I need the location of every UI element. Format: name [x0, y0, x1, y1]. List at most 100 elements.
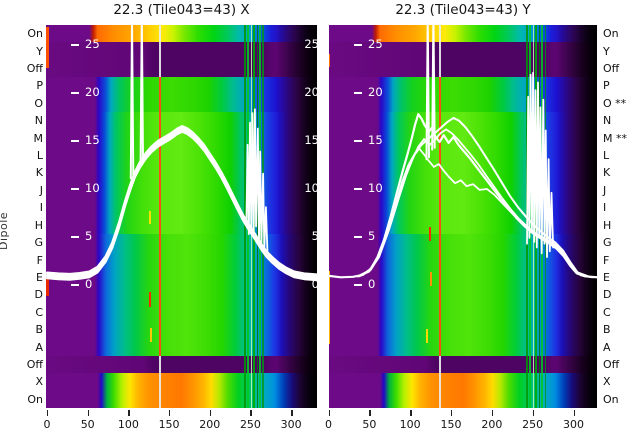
inner-ytick-mark: [354, 91, 362, 94]
dipole-label-left-f: F: [36, 253, 43, 267]
inner-ytick-left: 20: [354, 85, 383, 99]
dipole-label-right-off: Off: [603, 62, 620, 76]
inner-ytick-label: 20: [368, 85, 383, 99]
x-tick-mark: [328, 410, 330, 416]
dipole-label-left-x: X: [35, 375, 43, 389]
curve-profile-bundle: [46, 128, 317, 279]
curve-profile-bundle: [46, 126, 317, 277]
x-tick-label: 50: [80, 418, 95, 431]
x-tick-label: 100: [117, 418, 139, 431]
inner-ytick-mark: [71, 91, 79, 94]
dipole-label-right-x: X: [603, 375, 611, 389]
inner-ytick-mark: [71, 187, 79, 190]
inner-ytick-mark: [354, 283, 362, 286]
dipole-label-left-e: E: [36, 270, 43, 284]
x-tick-label: 150: [158, 418, 180, 431]
x-tick-label: 300: [563, 418, 584, 431]
overlay-curves: [46, 25, 317, 282]
inner-ytick-left: 10: [354, 181, 383, 195]
dipole-label-left-l: L: [36, 149, 43, 163]
overlay-curves: [329, 25, 597, 279]
inner-ytick-left: 25: [71, 37, 100, 51]
curve-profile-bundle: [46, 125, 317, 276]
x-tick-label: 250: [522, 418, 544, 431]
x-tick-label: 0: [43, 418, 51, 431]
dipole-label-left-on: On: [27, 27, 43, 41]
inner-ytick-label: 5: [85, 229, 93, 243]
x-tick-mark: [47, 410, 49, 416]
dipole-label-right-c: C: [603, 305, 611, 319]
inner-ytick-label: 25: [368, 37, 383, 51]
inner-ytick-left: 5: [71, 229, 92, 243]
dipole-label-left-off: Off: [26, 357, 43, 371]
x-tick-mark: [291, 410, 293, 416]
inner-ytick-right: 15: [304, 133, 317, 147]
inner-ytick-right: 0: [311, 277, 317, 291]
dipole-label-right-e: E: [603, 270, 610, 284]
dipole-label-left-n: N: [34, 114, 43, 128]
curve-spike-1: [129, 25, 135, 180]
dipole-label-right-h: H: [603, 218, 612, 232]
inner-ytick-label: 5: [368, 229, 376, 243]
x-tick-mark: [532, 410, 535, 416]
x-tick-label: 100: [399, 418, 421, 431]
heatmap-panel-x: 25 25 20 20 15 15 10 10 5 5 0 0: [46, 25, 317, 408]
inner-ytick-mark: [71, 43, 79, 46]
x-tick-label: 50: [362, 418, 377, 431]
dipole-label-right-b: B: [603, 323, 611, 337]
dipole-label-left-g: G: [34, 236, 43, 250]
inner-ytick-left: 5: [354, 229, 375, 243]
inner-ytick-right: 10: [304, 181, 317, 195]
x-tick-mark: [369, 410, 371, 416]
dipole-label-left-off: Off: [26, 62, 43, 76]
dipole-label-right-i: I: [603, 201, 607, 215]
dipole-label-left-k: K: [35, 166, 43, 180]
x-tick-mark: [128, 410, 130, 416]
x-tick-label: 300: [280, 418, 302, 431]
dipole-label-right-y: Y: [603, 44, 610, 58]
x-tick-mark: [573, 410, 575, 416]
x-tick-mark: [451, 410, 453, 416]
dipole-label-right-a: A: [603, 340, 611, 354]
right-panel-title: 22.3 (Tile043=43) Y: [395, 2, 531, 18]
dipole-label-left-m: M: [33, 131, 44, 145]
dipole-label-right-m: M **: [603, 131, 627, 145]
curve-profile-bundle: [46, 129, 317, 280]
x-tick-mark: [410, 410, 412, 416]
curve-spike-2: [139, 25, 144, 165]
curve-profile-bundle: [46, 130, 317, 282]
inner-ytick-label: 15: [368, 133, 383, 147]
dipole-label-right-off: Off: [603, 357, 620, 371]
dipole-label-right-f: F: [603, 253, 610, 267]
curve-spike-1: [425, 25, 430, 161]
dipole-label-left-b: B: [35, 323, 43, 337]
inner-ytick-left: 15: [71, 133, 100, 147]
dipole-label-left-c: C: [35, 305, 43, 319]
inner-ytick-right: 25: [304, 37, 317, 51]
inner-ytick-label: 25: [85, 37, 100, 51]
inner-ytick-right: 20: [304, 85, 317, 99]
dipole-label-left-o: O: [34, 96, 43, 110]
dipole-label-left-p: P: [36, 79, 43, 93]
inner-ytick-left: 0: [71, 277, 92, 291]
dipole-label-left-a: A: [35, 340, 43, 354]
dipole-label-right-n: N: [603, 114, 612, 128]
heatmap-panel-y: 25 20 15 10 5 0: [329, 25, 597, 408]
x-tick-mark: [87, 410, 90, 416]
dipole-label-right-j: J: [603, 183, 607, 197]
dipole-label-right-p: P: [603, 79, 610, 93]
x-tick-mark: [250, 410, 252, 416]
inner-ytick-left: 0: [354, 277, 375, 291]
inner-ytick-mark: [71, 235, 79, 238]
dipole-label-right-k: K: [603, 166, 611, 180]
inner-ytick-label: 15: [85, 133, 100, 147]
x-tick-mark: [169, 410, 171, 416]
inner-ytick-left: 25: [354, 37, 383, 51]
inner-ytick-right: 5: [311, 229, 317, 243]
curve-spike-2: [431, 25, 436, 151]
inner-ytick-left: 15: [354, 133, 383, 147]
dipole-label-right-l: L: [603, 149, 610, 163]
curve-profile-2: [356, 116, 590, 278]
dipole-label-right-d: D: [603, 288, 612, 302]
